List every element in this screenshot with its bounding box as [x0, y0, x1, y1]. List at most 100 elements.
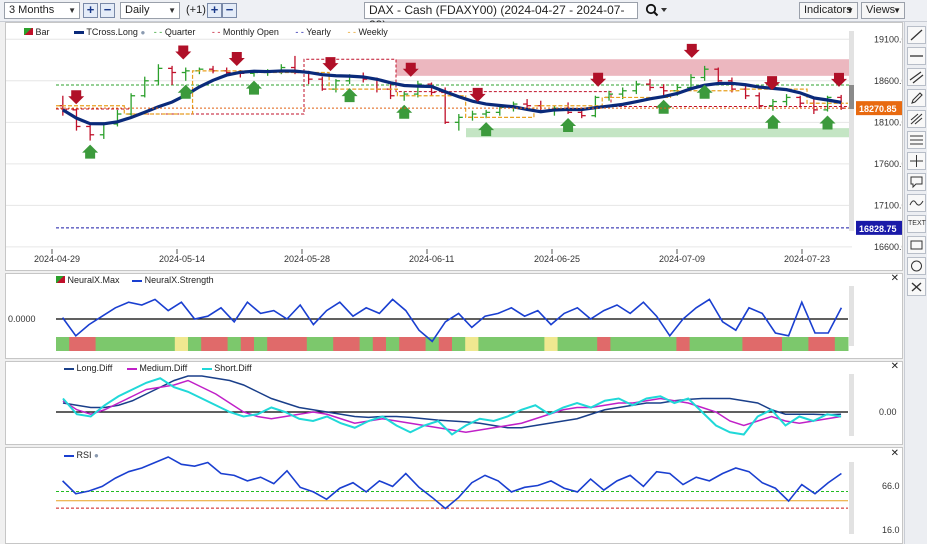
neural-max-cell	[306, 337, 321, 351]
rsi-legend: RSI ●	[64, 450, 99, 460]
neural-max-cell	[689, 337, 704, 351]
text-tool-button[interactable]: TEXT	[907, 215, 926, 233]
current-price-label: 18270.85	[859, 104, 897, 114]
neural-max-cell	[161, 337, 176, 351]
neural-max-cell	[452, 337, 466, 351]
chevron-down-icon: ▼	[68, 6, 76, 15]
buy-arrow	[560, 118, 577, 133]
zoom-in-button[interactable]: +	[83, 3, 98, 18]
neural-axis-label: 0.0000	[8, 314, 36, 324]
diff-scrollbar	[849, 374, 854, 436]
neural-max-cell	[821, 337, 836, 351]
price-tick-label: 18600.00	[874, 76, 903, 86]
pencil-tool-button[interactable]	[907, 89, 926, 107]
date-label: 2024-05-28	[284, 254, 330, 264]
legend-rsi: RSI	[76, 450, 92, 460]
fibonacci-icon	[910, 135, 923, 145]
text-icon: TEXT	[908, 220, 926, 227]
crosshair-icon	[910, 155, 923, 167]
date-label: 2024-04-29	[34, 254, 80, 264]
circle-tool-button[interactable]	[907, 257, 926, 275]
neural-max-cell	[333, 337, 347, 351]
neural-max-cell	[108, 337, 123, 351]
neural-max-cell	[56, 337, 70, 351]
interval-select[interactable]: Daily ▼	[120, 2, 180, 19]
diff-close-icon[interactable]: ✕	[890, 361, 899, 372]
rsi-close-icon[interactable]: ✕	[890, 448, 899, 459]
rsi-scrollbar	[849, 462, 854, 534]
search-button[interactable]	[643, 2, 669, 19]
period-label: 3 Months	[9, 4, 55, 16]
sell-arrow	[228, 52, 245, 67]
period-select[interactable]: 3 Months ▼	[4, 2, 80, 19]
legend-tcross: TCross.Long	[86, 27, 138, 37]
delete-drawings-button[interactable]	[907, 278, 926, 296]
indicators-button[interactable]: Indicators ▼	[799, 2, 858, 19]
diff-pane[interactable]: 0.00 Long.Diff Medium.Diff Short.Diff ✕	[5, 361, 903, 445]
chevron-down-icon: ▼	[168, 6, 176, 15]
zoom-out-button[interactable]: −	[100, 3, 115, 18]
rsi-pane[interactable]: 66.0 16.0 RSI ● ✕	[5, 447, 903, 544]
close-icon	[911, 282, 922, 292]
neural-max-cell	[399, 337, 413, 351]
circle-icon	[911, 260, 922, 272]
neural-max-cell	[676, 337, 691, 351]
buy-arrow	[819, 115, 836, 130]
legend-medium: Medium.Diff	[139, 363, 188, 373]
channel-tool-button[interactable]	[907, 68, 926, 86]
buy-arrow	[177, 84, 194, 99]
neural-max-cell	[557, 337, 572, 351]
long-diff-line	[62, 375, 842, 429]
offset-plus-button[interactable]: +	[207, 3, 222, 18]
wave-icon	[909, 200, 924, 206]
monthly-legend-icon: - -	[211, 27, 221, 37]
neural-pane[interactable]: 0.0000 NeuralX.Max NeuralX.Strength ✕	[5, 273, 903, 359]
symbol-title-field[interactable]: DAX - Cash (FDAXY00) (2024-04-27 - 2024-…	[364, 2, 638, 32]
price-pane[interactable]: 19100.00 18600.00 18100.00 17600.00 17100.00…	[5, 22, 903, 271]
legend-monthly: Monthly Open	[222, 27, 279, 37]
price-tick-label: 19100.00	[874, 34, 903, 44]
wave-tool-button[interactable]	[907, 194, 926, 212]
pitchfork-tool-button[interactable]	[907, 110, 926, 128]
minus-icon: −	[103, 2, 112, 17]
indicators-label: Indicators	[804, 4, 852, 16]
price-scrollbar	[849, 31, 854, 231]
diff-legend: Long.Diff Medium.Diff Short.Diff	[64, 363, 252, 373]
neural-max-cell	[438, 337, 453, 351]
neural-max-cell	[544, 337, 559, 351]
neural-max-cell	[425, 337, 440, 351]
channel-icon	[909, 71, 924, 84]
neural-max-cell	[716, 337, 730, 351]
neural-max-cell	[584, 337, 598, 351]
neural-max-cell	[267, 337, 281, 351]
neural-close-icon[interactable]: ✕	[890, 273, 899, 284]
neural-chart: 0.0000	[8, 286, 854, 351]
fork-icon	[910, 113, 923, 125]
strength-legend-icon	[132, 279, 143, 282]
legend-weekly: Weekly	[358, 27, 388, 37]
fibonacci-tool-button[interactable]	[907, 131, 926, 149]
chevron-down-icon: ▼	[893, 6, 901, 15]
hline-tool-button[interactable]	[907, 47, 926, 65]
medium-legend-icon	[126, 367, 137, 370]
neural-max-cell	[412, 337, 427, 351]
sell-arrow	[830, 72, 847, 87]
neural-max-cell	[320, 337, 334, 351]
sell-arrow	[402, 62, 419, 77]
views-label: Views	[866, 4, 896, 16]
rectangle-tool-button[interactable]	[907, 236, 926, 254]
callout-tool-button[interactable]	[907, 173, 926, 191]
neural-max-cell	[636, 337, 651, 351]
views-button[interactable]: Views ▼	[861, 2, 905, 19]
support-zone	[466, 128, 852, 138]
date-label: 2024-07-09	[659, 254, 705, 264]
yearly-legend-icon: - -	[295, 27, 304, 37]
legend-short: Short.Diff	[214, 363, 252, 373]
quarter-legend-icon: - -	[153, 27, 163, 37]
neural-max-cell	[95, 337, 110, 351]
buy-arrow	[655, 99, 672, 114]
neural-max-cell	[214, 337, 229, 351]
crosshair-tool-button[interactable]	[907, 152, 926, 170]
line-tool-button[interactable]	[907, 26, 926, 44]
offset-minus-button[interactable]: −	[222, 3, 237, 18]
